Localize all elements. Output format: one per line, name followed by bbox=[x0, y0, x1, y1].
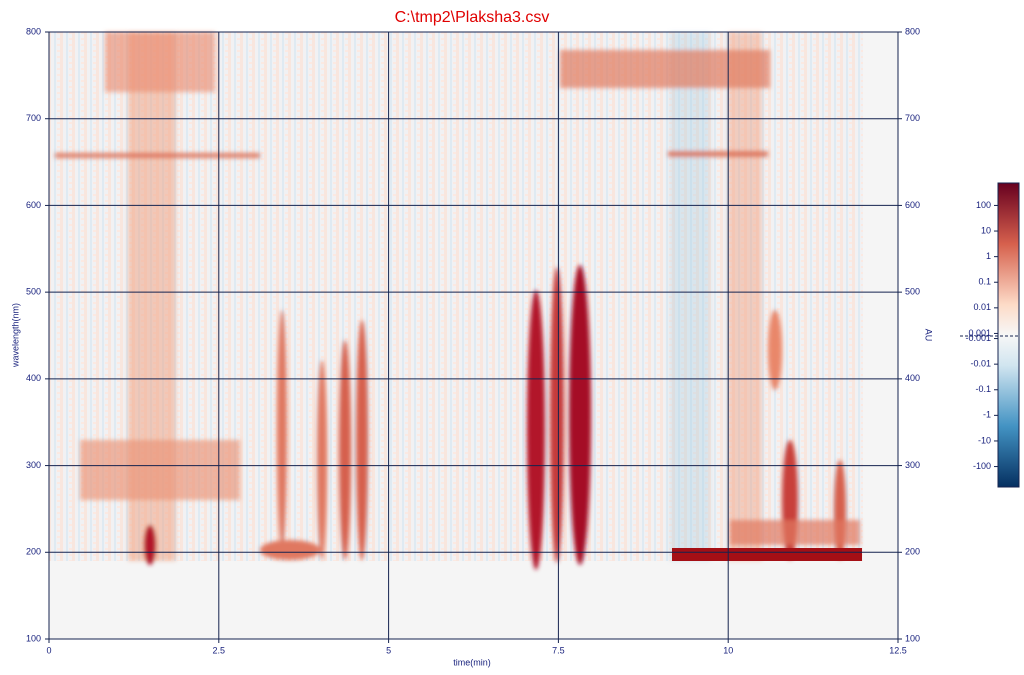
y2-tick-label: 600 bbox=[905, 200, 920, 210]
colorbar-tick-label: 0.01 bbox=[973, 302, 991, 312]
y-tick-label: 800 bbox=[26, 26, 41, 36]
colorbar-label: AU bbox=[924, 329, 934, 342]
y-tick-label: 500 bbox=[26, 287, 41, 297]
y2-tick-label: 300 bbox=[905, 460, 920, 470]
colorbar-tick-label: -10 bbox=[978, 435, 991, 445]
y2-tick-label: 200 bbox=[905, 547, 920, 557]
x-tick-label: 2.5 bbox=[213, 645, 226, 655]
x-tick-label: 7.5 bbox=[552, 645, 565, 655]
colorbar-tick-label: 1 bbox=[986, 251, 991, 261]
x-tick-label: 0 bbox=[46, 645, 51, 655]
colorbar-tick-label: -0.01 bbox=[970, 359, 991, 369]
y-axis-label: wavelength(nm) bbox=[10, 303, 20, 368]
y2-tick-label: 400 bbox=[905, 373, 920, 383]
y-tick-label: 100 bbox=[26, 633, 41, 643]
colorbar-tick-label: -0.1 bbox=[975, 384, 991, 394]
colorbar bbox=[997, 182, 1020, 488]
chart-title: C:\tmp2\Plaksha3.csv bbox=[395, 9, 550, 26]
colorbar-tick-label: 0.001 bbox=[968, 328, 991, 338]
y-tick-label: 400 bbox=[26, 373, 41, 383]
colorbar-tick-label: 0.1 bbox=[978, 277, 991, 287]
y-tick-label: 200 bbox=[26, 547, 41, 557]
x-axis-label: time(min) bbox=[453, 657, 491, 667]
colorbar-tick-label: 100 bbox=[976, 200, 991, 210]
y2-tick-label: 700 bbox=[905, 113, 920, 123]
colorbar-tick-label: 10 bbox=[981, 225, 991, 235]
y-tick-label: 300 bbox=[26, 460, 41, 470]
y-tick-label: 600 bbox=[26, 200, 41, 210]
x-tick-label: 12.5 bbox=[889, 645, 907, 655]
x-tick-label: 10 bbox=[723, 645, 733, 655]
colorbar-tick-label: -1 bbox=[983, 410, 991, 420]
colorbar-tick-label: -100 bbox=[973, 461, 991, 471]
heatmap bbox=[49, 32, 898, 639]
y-tick-label: 700 bbox=[26, 113, 41, 123]
y2-tick-label: 500 bbox=[905, 287, 920, 297]
x-tick-label: 5 bbox=[386, 645, 391, 655]
y2-tick-label: 800 bbox=[905, 26, 920, 36]
y2-tick-label: 100 bbox=[905, 633, 920, 643]
colorbar-tick-label: -0.001 bbox=[965, 333, 991, 343]
